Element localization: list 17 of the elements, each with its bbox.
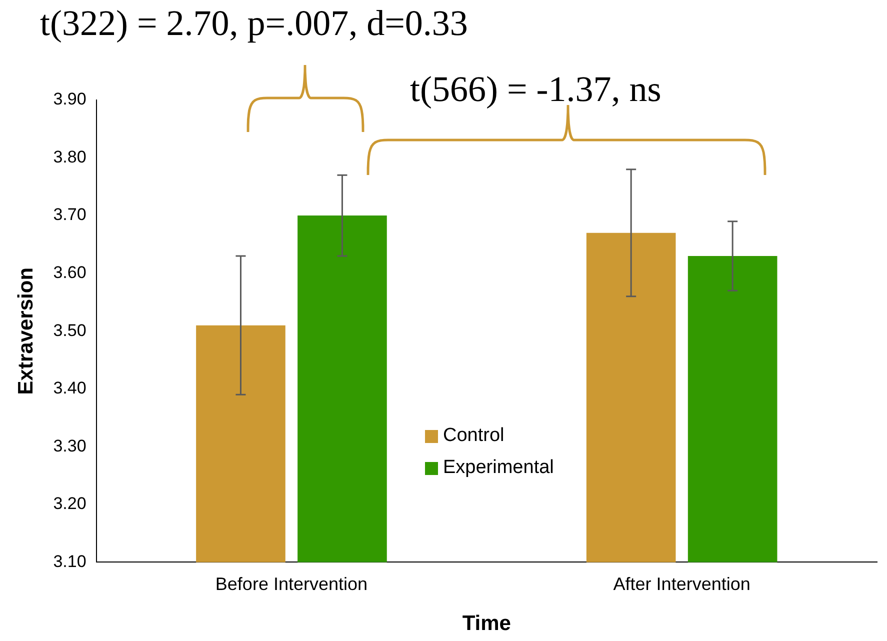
y-tick-label: 3.50 [53,320,86,340]
y-tick-label: 3.90 [53,90,86,109]
y-tick-label: 3.10 [53,552,86,571]
legend-label: Control [443,425,504,447]
x-tick-label: Before Intervention [215,574,368,594]
y-tick-label: 3.40 [53,378,86,398]
y-tick-label: 3.70 [53,205,86,224]
y-tick-label: 3.60 [53,263,86,282]
y-tick-label: 3.80 [53,147,86,166]
x-tick-label: After Intervention [613,574,750,594]
legend-label: Experimental [443,457,554,479]
annotation: t(566) = -1.37, ns [410,68,662,110]
y-tick-label: 3.30 [53,436,86,456]
text: t(322) = 2.70, p=.007, d=0.33 [40,2,468,44]
x-axis-title: Time [462,612,511,636]
y-tick-label: 3.20 [53,494,86,514]
y-axis-title: Extraversion [14,267,38,395]
